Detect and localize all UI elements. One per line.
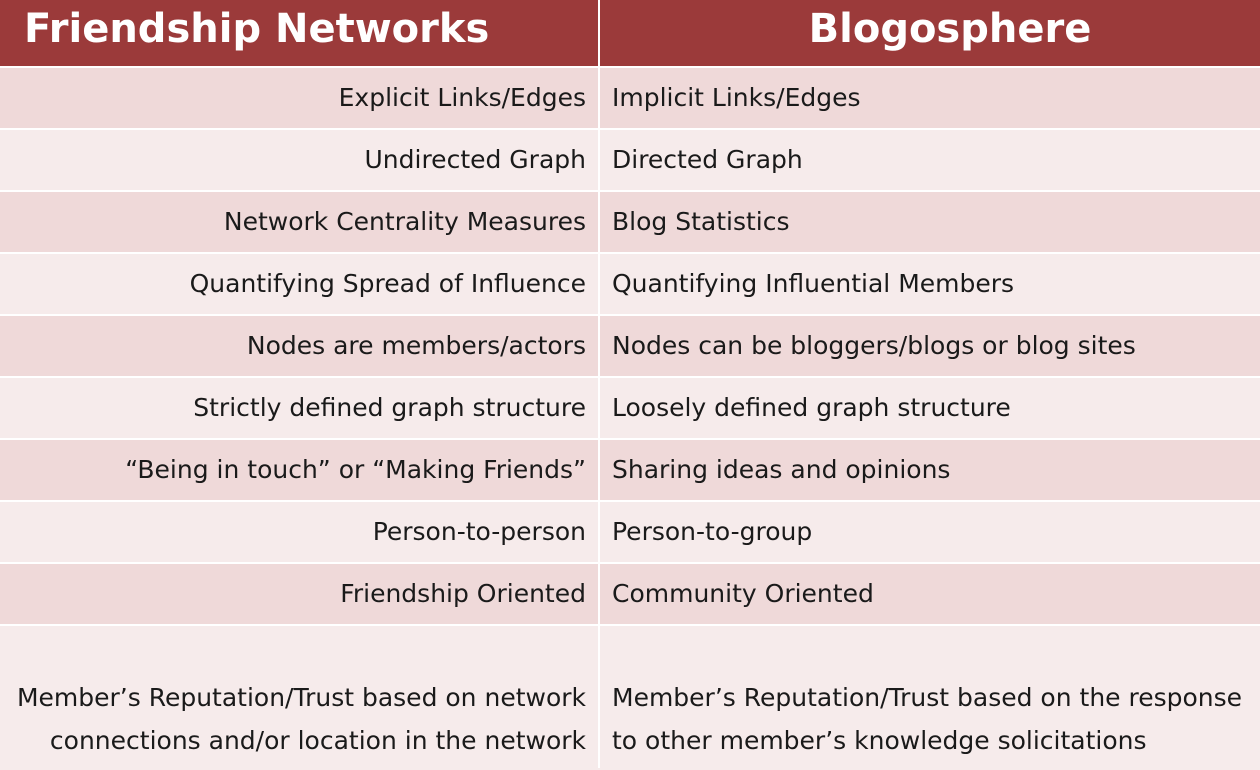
row-right-cell: Nodes can be bloggers/blogs or blog site… [612,331,1136,360]
row-left-cell: Person-to-person [0,502,600,562]
row-right-cell: Sharing ideas and opinions [612,455,951,484]
row-right-cell: Blog Statistics [612,207,790,236]
table-header: Friendship Networks Blogosphere [0,0,1260,68]
row-right-cell: Loosely defined graph structure [612,393,1011,422]
row-left-cell: Friendship Oriented [0,564,600,624]
header-friendship-networks: Friendship Networks [0,0,600,66]
row-left-cell: Quantifying Spread of Influence [0,254,600,314]
row-left-cell: Explicit Links/Edges [0,68,600,128]
row-left-cell: Nodes are members/actors [0,316,600,376]
row-right-cell: Community Oriented [612,579,874,608]
left-line-1: Member’s Reputation/Trust based on netwo… [16,683,586,712]
table-row: Person-to-person Person-to-group [0,502,1260,564]
table-row: Nodes are members/actors Nodes can be bl… [0,316,1260,378]
header-blogosphere: Blogosphere [808,6,1092,52]
table-row: Strictly defined graph structure Loosely… [0,378,1260,440]
table-row: Explicit Links/Edges Implicit Links/Edge… [0,68,1260,130]
row-left-cell: Undirected Graph [0,130,600,190]
row-right-cell: Directed Graph [612,145,803,174]
table-row: Friendship Oriented Community Oriented [0,564,1260,626]
row-left-cell: “Being in touch” or “Making Friends” [0,440,600,500]
row-right-cell: Quantifying Influential Members [612,269,1015,298]
row-left-cell: Network Centrality Measures [0,192,600,252]
row-left-cell: Member’s Reputation/Trust based on netwo… [0,626,600,768]
row-right-cell: Person-to-group [612,517,813,546]
table-row: Quantifying Spread of Influence Quantify… [0,254,1260,316]
right-line-2: to other member’s knowledge solicitation… [612,726,1147,755]
row-right-cell: Implicit Links/Edges [612,83,861,112]
table-row: Network Centrality Measures Blog Statist… [0,192,1260,254]
table-row: “Being in touch” or “Making Friends” Sha… [0,440,1260,502]
table-row: Undirected Graph Directed Graph [0,130,1260,192]
left-line-2: connections and/or location in the netwo… [49,726,586,755]
row-right-cell: Member’s Reputation/Trust based on the r… [600,626,1260,768]
right-line-1: Member’s Reputation/Trust based on the r… [612,683,1243,712]
table-row-reputation: Member’s Reputation/Trust based on netwo… [0,626,1260,768]
row-left-cell: Strictly defined graph structure [0,378,600,438]
